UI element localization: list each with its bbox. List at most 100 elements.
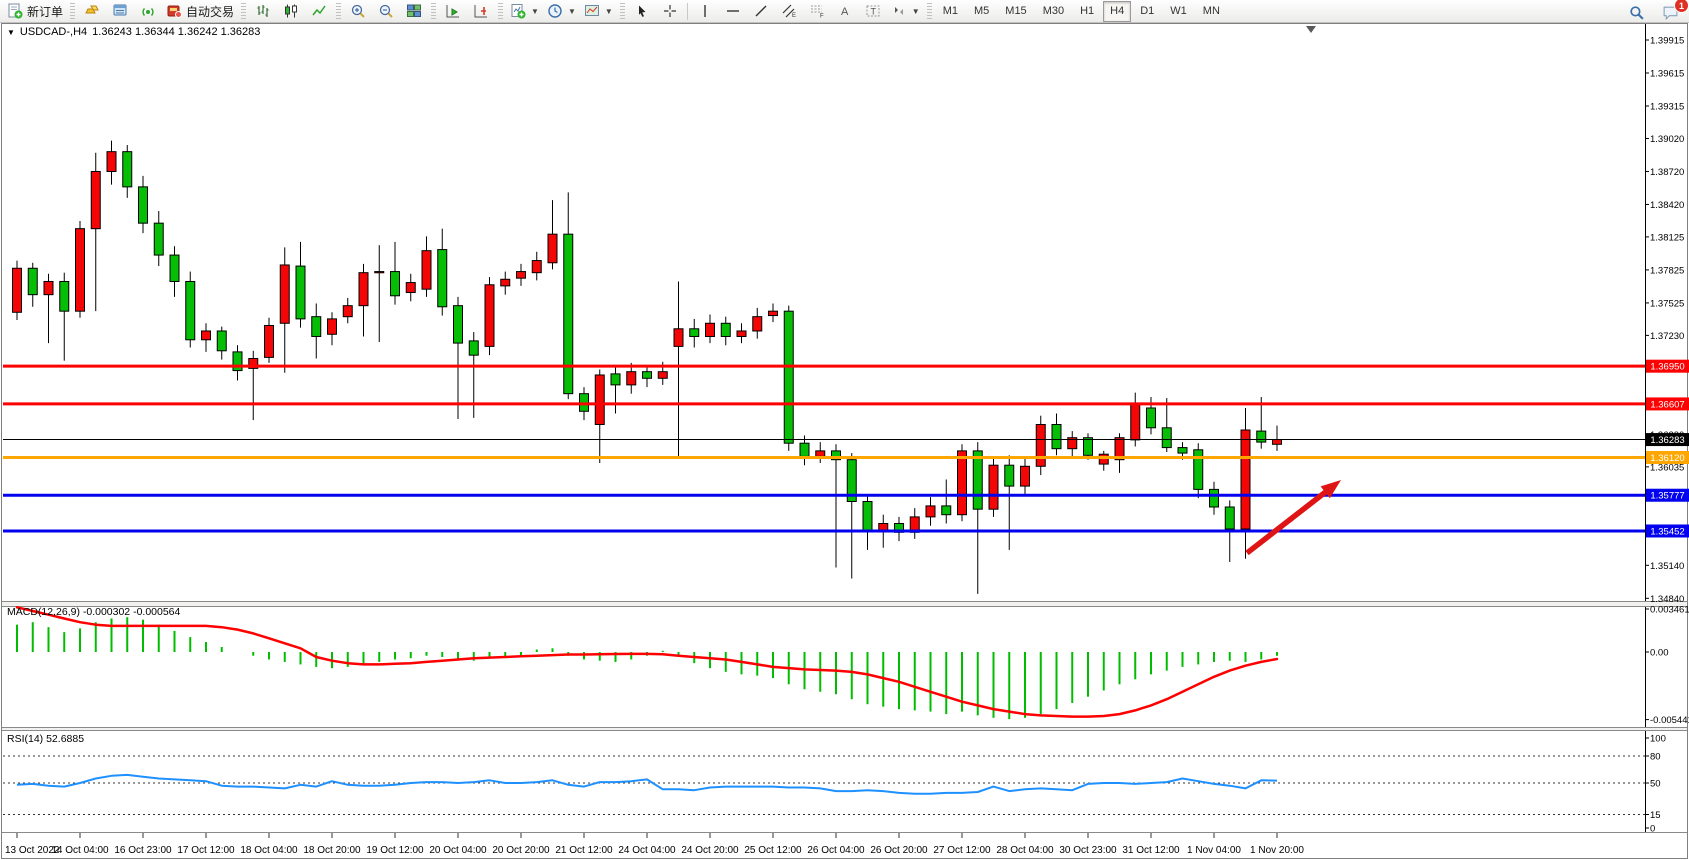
timeframe-m1-button[interactable]: M1 bbox=[942, 5, 958, 17]
bar-chart-icon bbox=[257, 5, 269, 17]
svg-text:F: F bbox=[820, 14, 824, 20]
autotrading-button[interactable]: 自动交易 bbox=[162, 0, 238, 22]
chart-quote-line: 1.36243 1.36344 1.36242 1.36283 bbox=[92, 26, 261, 38]
chart-window-border bbox=[1, 23, 1688, 859]
time-axis-label: 24 Oct 20:00 bbox=[681, 845, 739, 856]
price-tag-label: 1.36607 bbox=[1650, 399, 1684, 410]
signals-icon bbox=[142, 8, 154, 16]
crosshair-button[interactable] bbox=[656, 0, 684, 22]
price-axis-label: 1.39915 bbox=[1650, 36, 1684, 47]
rsi-axis-label: 80 bbox=[1650, 752, 1661, 763]
bull-candle bbox=[657, 371, 668, 379]
auto-scroll-button[interactable] bbox=[439, 0, 467, 22]
price-tag-label: 1.36950 bbox=[1650, 362, 1684, 373]
templates-button[interactable]: ▼ bbox=[580, 0, 617, 22]
bear-candle bbox=[831, 450, 841, 461]
timeframe-d1-button[interactable]: D1 bbox=[1140, 5, 1155, 17]
bear-candle bbox=[1193, 449, 1204, 490]
toolbar-grip bbox=[241, 3, 247, 19]
gold-ingots-button[interactable] bbox=[78, 0, 106, 22]
text-button[interactable]: A bbox=[831, 0, 859, 22]
tile-windows-button[interactable] bbox=[400, 0, 428, 22]
zoom-in-button[interactable] bbox=[344, 0, 372, 22]
timeframe-mn-button[interactable]: MN bbox=[1202, 5, 1220, 17]
rsi-axis-label: 0 bbox=[1650, 824, 1655, 835]
horizontal-line-button[interactable] bbox=[719, 0, 747, 22]
equidistant-channel-button[interactable]: E bbox=[775, 0, 803, 22]
time-axis-label: 26 Oct 20:00 bbox=[870, 845, 928, 856]
periods-button[interactable]: ▼ bbox=[543, 0, 580, 22]
bull-candle bbox=[201, 330, 211, 341]
vertical-line-button[interactable] bbox=[691, 0, 719, 22]
arrows-button[interactable]: ▼ bbox=[887, 0, 924, 22]
timeframe-m30-button[interactable]: M30 bbox=[1042, 5, 1065, 17]
bear-candle bbox=[610, 373, 621, 386]
bear-candle bbox=[295, 265, 306, 320]
templates-icon bbox=[584, 5, 599, 16]
price-tag-label: 1.35777 bbox=[1650, 491, 1684, 502]
fibonacci-button[interactable]: F bbox=[803, 0, 831, 22]
zoom-out-button[interactable] bbox=[372, 0, 400, 22]
price-tag-label: 1.35452 bbox=[1650, 526, 1684, 537]
candlestick-chart-icon bbox=[285, 4, 298, 18]
price-axis-label: 1.39615 bbox=[1650, 69, 1684, 80]
fibonacci-icon: F bbox=[810, 5, 824, 20]
toolbar-separator bbox=[686, 2, 688, 20]
time-axis-label: 27 Oct 12:00 bbox=[933, 845, 991, 856]
data-window-button[interactable] bbox=[106, 0, 134, 22]
notifications-button[interactable]: 1 bbox=[1656, 0, 1689, 23]
line-chart-button[interactable] bbox=[305, 0, 333, 22]
autotrading-icon bbox=[167, 5, 183, 18]
pane-separator[interactable] bbox=[2, 601, 1687, 607]
new-order-button[interactable]: 新订单 bbox=[3, 0, 67, 22]
bear-candle bbox=[972, 450, 983, 510]
text-label-button[interactable]: T bbox=[859, 0, 887, 22]
time-axis-label: 26 Oct 04:00 bbox=[807, 845, 865, 856]
time-axis-label: 30 Oct 23:00 bbox=[1059, 845, 1117, 856]
svg-text:T: T bbox=[870, 7, 876, 17]
bull-candle bbox=[673, 328, 684, 347]
timeframe-h1-button[interactable]: H1 bbox=[1080, 5, 1095, 17]
timeframe-m5-button[interactable]: M5 bbox=[974, 5, 990, 17]
horizontal-level-lines bbox=[3, 364, 1645, 533]
price-tag bbox=[1646, 488, 1689, 502]
price-axis-label: 1.37230 bbox=[1650, 331, 1684, 342]
bear-candle bbox=[642, 371, 652, 379]
new-chart-button[interactable]: ▼ bbox=[506, 0, 543, 22]
search-button[interactable] bbox=[1622, 1, 1650, 23]
price-axis-label: 1.39020 bbox=[1650, 134, 1684, 145]
bear-candle bbox=[453, 305, 463, 344]
bull-candle bbox=[106, 151, 117, 172]
candlestick-chart-button[interactable] bbox=[277, 0, 305, 22]
bear-candle bbox=[390, 271, 400, 297]
timeframe-w1-button[interactable]: W1 bbox=[1170, 5, 1187, 17]
bear-candle bbox=[59, 280, 70, 312]
pane-separator[interactable] bbox=[2, 727, 1687, 731]
timeframe-h4-button[interactable]: H4 bbox=[1103, 0, 1132, 22]
bull-candle bbox=[626, 371, 637, 386]
trendline-button[interactable] bbox=[747, 0, 775, 22]
clock-icon bbox=[548, 4, 562, 18]
chart-shift-button[interactable] bbox=[467, 0, 495, 22]
timeframe-m15-button[interactable]: M15 bbox=[1005, 5, 1027, 17]
cursor-button[interactable] bbox=[628, 0, 656, 22]
arrows-icon bbox=[894, 7, 903, 15]
signals-button[interactable] bbox=[134, 0, 162, 22]
bull-candle bbox=[264, 324, 274, 358]
bar-chart-button[interactable] bbox=[249, 0, 277, 22]
bull-candle bbox=[878, 522, 889, 531]
crosshair-icon bbox=[663, 5, 676, 17]
rsi-line bbox=[16, 773, 1278, 795]
time-axis-label: 14 Oct 04:00 bbox=[51, 845, 109, 856]
time-axis-label: 24 Oct 04:00 bbox=[618, 845, 676, 856]
rsi-axis-label: 100 bbox=[1650, 734, 1666, 745]
price-tag bbox=[1646, 433, 1689, 447]
trend-arrow-annotation[interactable] bbox=[1245, 480, 1341, 556]
chart-symbol-label: USDCAD-,H4 bbox=[19, 26, 88, 38]
time-axis-label: 25 Oct 12:00 bbox=[744, 845, 802, 856]
rsi-pane[interactable] bbox=[16, 773, 1278, 795]
bear-candle bbox=[862, 500, 873, 531]
macd-pane[interactable] bbox=[15, 606, 1279, 720]
